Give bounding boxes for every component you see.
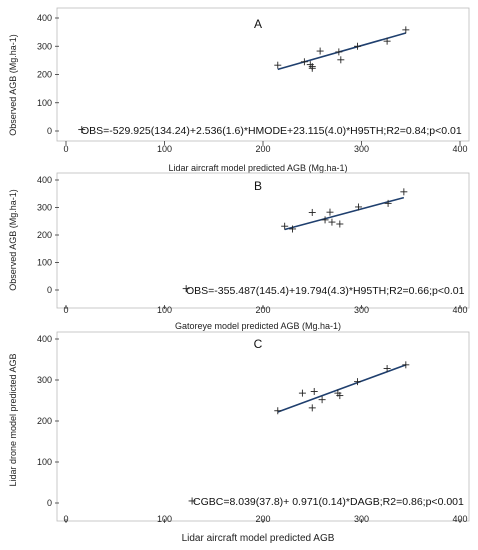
panel-a: A Lidar aircraft model predicted AGB (Mg… — [8, 7, 470, 173]
panel-a-y-tick-label: 200 — [37, 70, 52, 80]
panel-c-marks: 0 100 200 300 400 0 100 200 300 400 — [37, 334, 468, 524]
panel-a-data-point — [383, 37, 391, 45]
panel-a-data-point — [354, 42, 362, 50]
panel-c-equation: CGBC=8.039(37.8)+ 0.971(0.14)*DAGB;R2=0.… — [193, 496, 464, 508]
panel-c-x-axis-label: Lidar aircraft model predicted AGB — [182, 533, 335, 544]
panel-a-fit-line — [277, 32, 407, 71]
panel-c-data-point — [298, 389, 306, 397]
panel-c-label: C — [254, 337, 263, 351]
panel-a-data-point — [316, 47, 324, 55]
panel-b-x-tick-label: 400 — [452, 305, 467, 315]
panel-c-fit-line — [277, 364, 407, 413]
panel-b-data-point — [400, 188, 408, 196]
panel-b-y-tick-label: 100 — [37, 258, 52, 268]
panel-a-y-tick-label: 300 — [37, 41, 52, 51]
panel-c-equation-marker — [188, 497, 196, 505]
panel-b-y-tick-label: 0 — [47, 285, 52, 295]
panel-a-data-point — [337, 56, 345, 64]
panel-a-data-point — [402, 26, 410, 34]
panel-a-data-point — [300, 58, 308, 66]
panel-a-x-tick-label: 400 — [452, 144, 467, 154]
panel-c-x-tick-label: 100 — [157, 514, 172, 524]
panel-c-data-point — [318, 396, 326, 404]
panel-b-data-point — [308, 208, 316, 216]
panel-b-data-point — [321, 216, 329, 224]
panel-c-y-tick-label: 200 — [37, 416, 52, 426]
panel-c-data-point — [308, 404, 316, 412]
panel-c-x-tick-label: 200 — [255, 514, 270, 524]
panel-b-data-point — [289, 225, 297, 233]
panel-a-x-tick-label: 300 — [354, 144, 369, 154]
panel-c-data-point — [310, 387, 318, 395]
panel-a-x-tick-label: 0 — [63, 144, 68, 154]
panel-c-y-tick-label: 100 — [37, 457, 52, 467]
panel-a-x-axis-label: Lidar aircraft model predicted AGB (Mg.h… — [168, 163, 347, 173]
panel-a-plot-frame — [56, 7, 470, 142]
panel-b-y-tick-label: 300 — [37, 203, 52, 213]
panel-b-y-tick-label: 400 — [37, 175, 52, 185]
panel-b-x-tick-label: 100 — [157, 305, 172, 315]
panel-b-y-tick-label: 200 — [37, 230, 52, 240]
panel-b-data-point — [328, 218, 336, 226]
panel-a-y-tick-label: 0 — [47, 126, 52, 136]
panel-b-fit-line — [284, 196, 405, 231]
panel-c-y-tick-label: 300 — [37, 375, 52, 385]
panel-c-data-point — [274, 407, 282, 415]
panel-c-x-tick-label: 0 — [63, 514, 68, 524]
panel-b-data-point — [281, 222, 289, 230]
panel-c-plot-frame — [56, 331, 470, 522]
panel-c-y-tick-label: 400 — [37, 334, 52, 344]
panel-b-label: B — [254, 179, 262, 193]
panel-a-data-point — [308, 63, 316, 71]
panel-c-y-axis-label: Lidar drone model predicted AGB — [8, 353, 18, 486]
panel-a-data-point — [335, 48, 343, 56]
panel-a-y-tick-label: 400 — [37, 13, 52, 23]
panel-b-data-point — [326, 208, 334, 216]
panel-b-y-axis-label: Observed AGB (Mg.ha-1) — [8, 189, 18, 291]
panel-c-y-tick-label: 0 — [47, 498, 52, 508]
panel-a-y-tick-label: 100 — [37, 98, 52, 108]
panel-b-x-tick-label: 200 — [255, 305, 270, 315]
panel-b-data-point — [355, 203, 363, 211]
panel-c: C Lidar aircraft model predicted AGB Lid… — [8, 331, 470, 544]
panel-c-x-tick-label: 400 — [452, 514, 467, 524]
panel-a-equation-marker — [78, 126, 86, 134]
panel-c-data-point — [383, 365, 391, 373]
panel-b-data-point — [384, 199, 392, 207]
panel-c-data-point — [336, 392, 344, 400]
panel-b: B Gatoreye model predicted AGB (Mg.ha-1)… — [8, 172, 470, 331]
panel-b-data-point — [336, 220, 344, 228]
panel-a-x-tick-label: 100 — [157, 144, 172, 154]
panel-b-marks: 0 100 200 300 400 0 100 200 300 400 — [37, 175, 468, 315]
panel-c-data-point — [354, 378, 362, 386]
panel-c-x-tick-label: 300 — [354, 514, 369, 524]
panel-a-data-point — [274, 61, 282, 69]
panel-b-equation: OBS=-355.487(145.4)+19.794(4.3)*H95TH;R2… — [186, 285, 465, 297]
panel-c-data-point — [402, 361, 410, 369]
panel-a-label: A — [254, 17, 262, 31]
panel-b-x-axis-label: Gatoreye model predicted AGB (Mg.ha-1) — [175, 321, 341, 331]
panel-a-equation: OBS=-529.925(134.24)+2.536(1.6)*HMODE+23… — [81, 125, 462, 137]
panel-b-equation-marker — [182, 285, 190, 293]
panel-b-x-tick-label: 0 — [63, 305, 68, 315]
panel-a-y-axis-label: Observed AGB (Mg.ha-1) — [8, 34, 18, 136]
panel-b-x-tick-label: 300 — [354, 305, 369, 315]
panel-a-marks: 0 100 200 300 400 0 100 200 300 400 — [37, 13, 468, 154]
panel-a-x-tick-label: 200 — [255, 144, 270, 154]
